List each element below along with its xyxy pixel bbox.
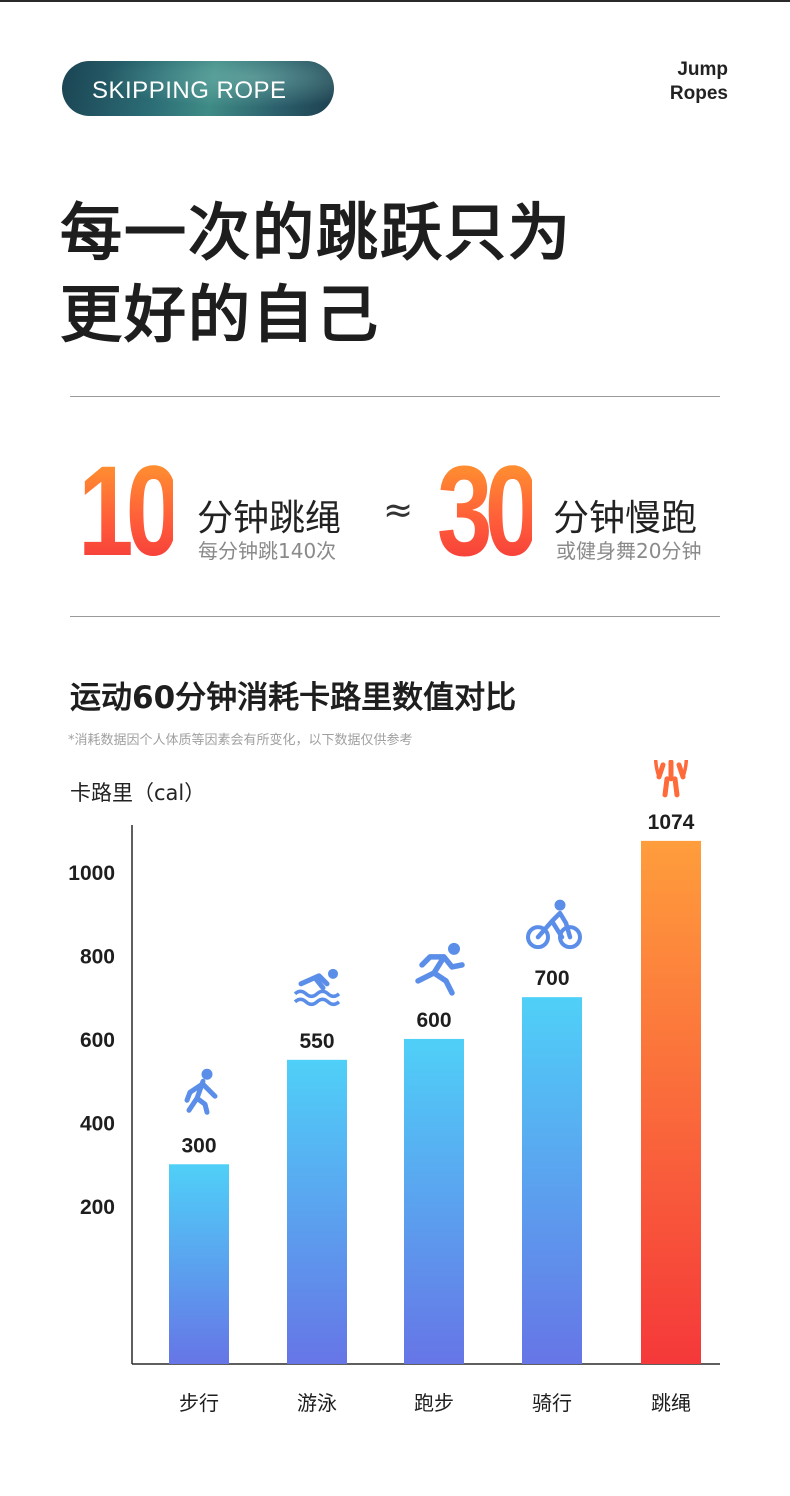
bar-2 bbox=[287, 1059, 347, 1364]
chart-note: *消耗数据因个人体质等因素会有所变化，以下数据仅供参考 bbox=[68, 733, 413, 748]
bar-5 bbox=[641, 840, 701, 1364]
data-label-1: 300 bbox=[181, 1134, 216, 1157]
right-big-number: 30 bbox=[437, 440, 540, 583]
bar-4 bbox=[522, 997, 582, 1364]
left-main-text: 分钟跳绳 bbox=[197, 498, 342, 539]
walking-icon bbox=[184, 1068, 218, 1115]
y-tick-label: 600 bbox=[80, 1029, 115, 1052]
calorie-bar-chart: 200 400 600 800 1000 300 步行 550 游泳 600 跑步 700 骑行 1074… bbox=[68, 760, 720, 1415]
y-tick-label: 800 bbox=[80, 945, 115, 968]
y-tick-label: 1000 bbox=[68, 862, 115, 885]
jump-rope-icon bbox=[654, 760, 688, 798]
approx-symbol: ≈ bbox=[383, 490, 414, 531]
y-tick-label: 400 bbox=[80, 1112, 115, 1135]
data-label-4: 700 bbox=[534, 967, 569, 990]
divider-top bbox=[70, 396, 720, 397]
headline-line-1: 每一次的跳跃只为 bbox=[60, 196, 573, 269]
brand-logo: Jump Ropes bbox=[670, 58, 728, 106]
right-sub-text: 或健身舞20分钟 bbox=[556, 539, 702, 563]
brand-line-2: Ropes bbox=[669, 83, 728, 104]
divider-bottom bbox=[70, 616, 720, 617]
left-big-number: 10 bbox=[78, 440, 181, 583]
category-label-3: 跑步 bbox=[414, 1391, 454, 1415]
cycling-icon bbox=[526, 899, 582, 950]
y-tick-label: 200 bbox=[80, 1196, 115, 1219]
category-badge: SKIPPING ROPE bbox=[62, 61, 334, 116]
y-axis-label: 卡路里（cal） bbox=[70, 781, 206, 805]
running-icon bbox=[415, 942, 465, 996]
chart-title: 运动60分钟消耗卡路里数值对比 bbox=[70, 680, 517, 716]
right-main-text: 分钟慢跑 bbox=[553, 498, 698, 539]
swimming-icon bbox=[293, 968, 341, 1007]
category-badge-label: SKIPPING ROPE bbox=[92, 77, 287, 104]
category-label-4: 骑行 bbox=[532, 1391, 572, 1415]
brand-line-1: Jump bbox=[677, 59, 728, 80]
top-border bbox=[0, 0, 790, 2]
bar-1 bbox=[169, 1164, 229, 1364]
data-label-5: 1074 bbox=[648, 811, 695, 834]
headline-line-2: 更好的自己 bbox=[60, 278, 381, 351]
category-label-1: 步行 bbox=[179, 1391, 219, 1415]
left-sub-text: 每分钟跳140次 bbox=[198, 539, 337, 563]
headline: 每一次的跳跃只为 更好的自己 bbox=[60, 192, 572, 356]
category-label-2: 游泳 bbox=[297, 1391, 337, 1415]
category-label-5: 跳绳 bbox=[651, 1391, 691, 1415]
bar-3 bbox=[404, 1038, 464, 1364]
data-label-2: 550 bbox=[299, 1030, 334, 1053]
data-label-3: 600 bbox=[416, 1009, 451, 1032]
